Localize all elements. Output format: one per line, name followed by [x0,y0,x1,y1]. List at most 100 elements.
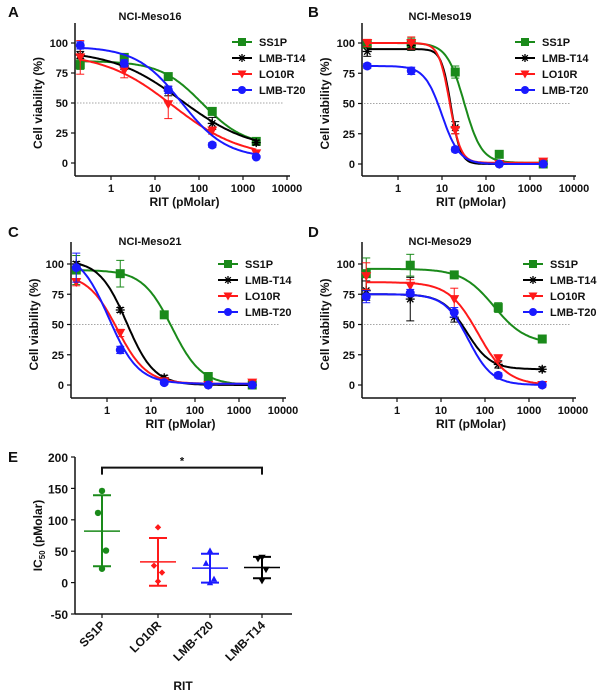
series-lo10r [140,524,176,587]
data-point [98,565,106,572]
y-tick-label: 75 [343,289,355,301]
legend-label: LO10R [542,69,578,81]
x-tick-label: LO10R [127,618,164,655]
x-axis-label: RIT (pMolar) [436,417,506,431]
data-point [406,39,417,48]
legend-marker [238,86,246,94]
data-point [362,61,372,71]
y-tick-label: 0 [62,158,68,170]
legend-marker [237,70,247,79]
data-point [247,380,257,390]
y-tick-label: 50 [343,99,355,111]
y-tick-label: 100 [337,259,355,271]
data-point [406,66,416,76]
x-tick-label: 10000 [268,405,299,417]
panel-letter: E [8,449,18,466]
data-point [119,66,130,76]
data-point [450,126,461,136]
data-point [210,575,218,582]
y-tick-label: 50 [52,320,64,332]
data-point [493,370,503,380]
series-lmb-t20 [362,61,548,169]
data-point [537,334,547,344]
x-axis-label: RIT (pMolar) [150,195,220,209]
legend-label: LMB-T14 [550,275,597,287]
data-point [163,100,174,110]
y-tick-label: 100 [48,514,68,528]
legend-marker [521,38,529,46]
data-point [362,46,372,56]
data-point [494,149,504,159]
legend-label: SS1P [245,259,273,271]
x-tick-label: 10 [149,183,161,195]
data-point [163,72,173,82]
x-tick-label: 1000 [517,405,541,417]
x-tick-label: 10000 [272,183,303,195]
data-point [115,269,125,279]
asterisk-stroke [538,365,546,373]
data-point [405,281,416,291]
significance-bracket [101,466,263,475]
series-lmb-t20 [192,547,228,586]
data-point [75,53,86,63]
data-point [207,106,217,116]
y-label-rest: (pMolar) [31,500,45,551]
data-point [254,556,262,563]
chart-title: NCI-Meso29 [409,236,472,248]
data-point [115,328,126,338]
panel-e: E -50 0 50 100 150 200 SS1P LO10R LMB-T20 LMB-T14 R… [8,449,292,693]
asterisk-stroke [116,306,124,314]
fit-curve [76,269,253,386]
legend-label: SS1P [542,37,570,49]
legend-label: LO10R [259,69,295,81]
asterisk-stroke [224,276,232,284]
data-point [262,566,270,574]
panel-c: C NCI-Meso21 0 25 50 75 100 1 10 100 1000 10000 RIT … [8,224,298,431]
panel-a: A NCI-Meso16 0 25 50 75 100 1 10 100 1000 10000 RIT … [8,4,306,209]
legend-marker [223,292,233,301]
data-point [494,159,504,169]
data-point [405,288,415,298]
x-tick-label: 1000 [518,183,542,195]
y-tick-label: 25 [56,128,68,140]
y-axis-label: Cell viability (%) [318,57,332,149]
y-tick-label: 75 [343,68,355,80]
legend-marker [529,260,537,268]
x-tick-label: 100 [477,183,495,195]
y-tick-label: 200 [48,451,68,465]
asterisk-stroke [521,54,529,62]
legend-marker [520,70,530,79]
x-tick-label: 1 [108,183,114,195]
data-point [538,159,548,169]
y-tick-label: 0 [61,577,68,591]
y-tick-label: 50 [56,98,68,110]
data-point [115,345,125,355]
legend: SS1P LMB-T14 LO10R LMB-T20 [218,259,292,319]
series-ss1p [84,487,120,572]
significance-label: * [180,456,185,468]
x-tick-label: 1000 [227,405,251,417]
y-tick-label: 0 [349,159,355,171]
legend-marker [224,260,232,268]
data-point [450,67,460,77]
y-tick-label: 25 [343,129,355,141]
y-axis-label: Cell viability (%) [318,278,332,370]
data-point [159,378,169,388]
asterisk-stroke [529,276,537,284]
x-tick-label: LMB-T14 [222,618,268,664]
x-tick-label: 10 [145,405,157,417]
series-lmb-t20 [361,288,547,390]
y-axis-label: Cell viability (%) [27,278,41,370]
data-point [362,39,373,48]
data-point [251,152,261,162]
x-tick-label: SS1P [77,618,109,650]
data-point [251,138,261,148]
data-point [207,126,218,136]
legend-marker [521,54,529,62]
y-tick-label: 100 [50,38,68,50]
data-point [98,487,106,495]
legend-label: LMB-T20 [542,85,588,97]
x-tick-label: 10000 [558,405,589,417]
x-tick-label: 10000 [559,183,590,195]
data-point [102,547,110,554]
